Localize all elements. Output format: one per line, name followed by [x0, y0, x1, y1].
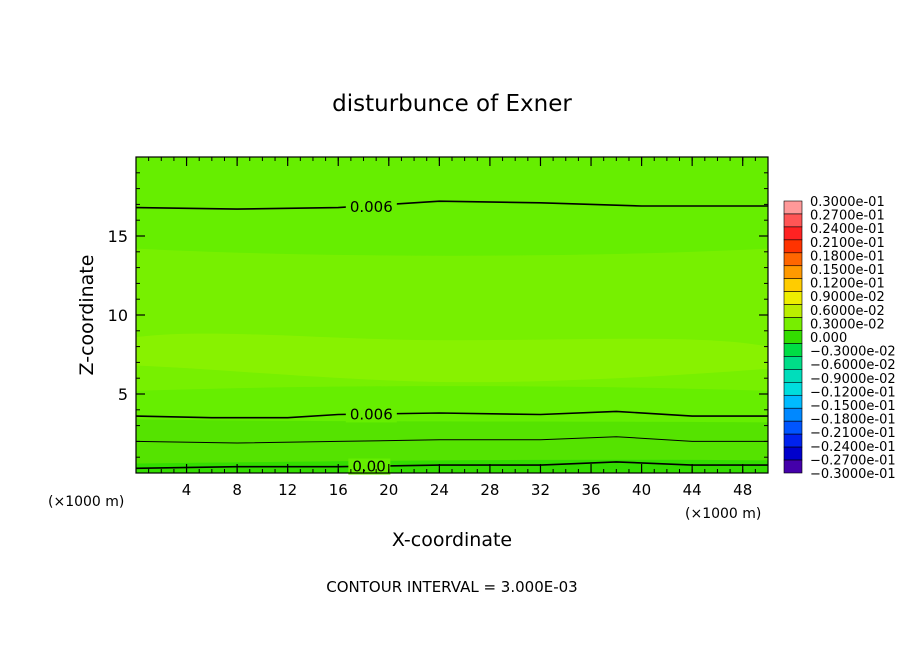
- legend-swatch: [783, 382, 803, 396]
- x-unit-right: (×1000 m): [685, 506, 761, 522]
- fill-band-lower: [136, 419, 768, 473]
- x-tick-label: 12: [278, 481, 297, 499]
- legend-label: −0.6000e-02: [810, 358, 896, 373]
- y-tick-label: 5: [118, 385, 128, 404]
- legend-swatch: [783, 420, 803, 435]
- y-tick-label: 10: [108, 306, 128, 325]
- legend-swatch: [783, 278, 803, 292]
- contour-label-background: [345, 406, 397, 423]
- x-tick-label: 36: [581, 481, 600, 499]
- x-tick-label: 4: [182, 481, 192, 499]
- legend-swatch: [783, 446, 803, 461]
- legend-swatch: [783, 265, 803, 280]
- legend-label: 0.2100e-01: [810, 236, 885, 251]
- legend-swatch: [783, 239, 803, 254]
- legend-swatch: [783, 304, 803, 318]
- legend-swatch: [783, 407, 803, 422]
- y-axis-label: Z-coordinate: [76, 255, 98, 376]
- legend-label: −0.3000e-02: [810, 345, 896, 360]
- y-tick-label: 15: [108, 227, 128, 246]
- legend-swatch: [783, 459, 803, 474]
- contour-label: 0.006: [350, 198, 393, 216]
- contour-label-background: [345, 199, 397, 216]
- legend-label: −0.2400e-01: [810, 440, 896, 455]
- x-axis-label: X-coordinate: [392, 529, 512, 551]
- contour-interval-note: CONTOUR INTERVAL = 3.000E-03: [326, 578, 577, 596]
- legend-swatch: [783, 369, 803, 383]
- x-tick-label: 28: [480, 481, 499, 499]
- legend-label: 0.2700e-01: [810, 209, 885, 224]
- x-tick-label: 44: [683, 481, 702, 499]
- x-unit-left: (×1000 m): [48, 494, 124, 510]
- legend-swatch: [783, 226, 803, 241]
- x-tick-label: 16: [329, 481, 348, 499]
- x-tick-label: 40: [632, 481, 651, 499]
- contour-label-background: [348, 458, 391, 475]
- legend-swatch: [783, 343, 803, 357]
- plot-area: 0.006 0.006 0.00: [135, 157, 768, 476]
- fill-lowest: [136, 459, 768, 473]
- contour-line: [135, 200, 768, 210]
- fill-core: [136, 333, 768, 383]
- chart-title: disturbunce of Exner: [332, 91, 572, 117]
- x-tick-label: 8: [232, 481, 242, 499]
- legend-swatch: [783, 356, 803, 370]
- legend-label: −0.9000e-02: [810, 372, 896, 387]
- legend-label: −0.2100e-01: [810, 426, 896, 441]
- legend-label: −0.1200e-01: [810, 385, 896, 400]
- legend-swatch: [783, 317, 803, 331]
- legend-label: −0.2700e-01: [810, 453, 896, 468]
- legend-swatch: [783, 330, 803, 344]
- contour-label: 0.00: [352, 458, 385, 476]
- contour-line: [135, 436, 768, 444]
- legend-swatch: [783, 213, 803, 228]
- color-legend: 0.3000e-010.2700e-010.2400e-010.2100e-01…: [783, 195, 896, 482]
- legend-label: −0.1500e-01: [810, 399, 896, 414]
- legend-swatch: [783, 394, 803, 409]
- legend-swatch: [783, 200, 803, 215]
- legend-label: 0.3000e-01: [810, 195, 885, 210]
- legend-label: 0.9000e-02: [810, 290, 885, 305]
- legend-label: 0.3000e-02: [810, 317, 885, 332]
- legend-label: 0.1500e-01: [810, 263, 885, 278]
- legend-swatch: [783, 252, 803, 267]
- legend-label: 0.1200e-01: [810, 277, 885, 292]
- legend-label: −0.1800e-01: [810, 413, 896, 428]
- x-tick-label: 32: [531, 481, 550, 499]
- x-tick-label: 48: [733, 481, 752, 499]
- legend-label: 0.6000e-02: [810, 304, 885, 319]
- legend-swatch: [783, 291, 803, 305]
- x-tick-label: 24: [430, 481, 449, 499]
- x-tick-label: 20: [379, 481, 398, 499]
- legend-swatch: [783, 433, 803, 448]
- legend-label: −0.3000e-01: [810, 467, 896, 482]
- legend-label: 0.000: [810, 331, 847, 346]
- legend-label: 0.1800e-01: [810, 249, 885, 264]
- legend-label: 0.2400e-01: [810, 222, 885, 237]
- contour-label: 0.006: [350, 405, 393, 423]
- contour-line: [135, 410, 768, 419]
